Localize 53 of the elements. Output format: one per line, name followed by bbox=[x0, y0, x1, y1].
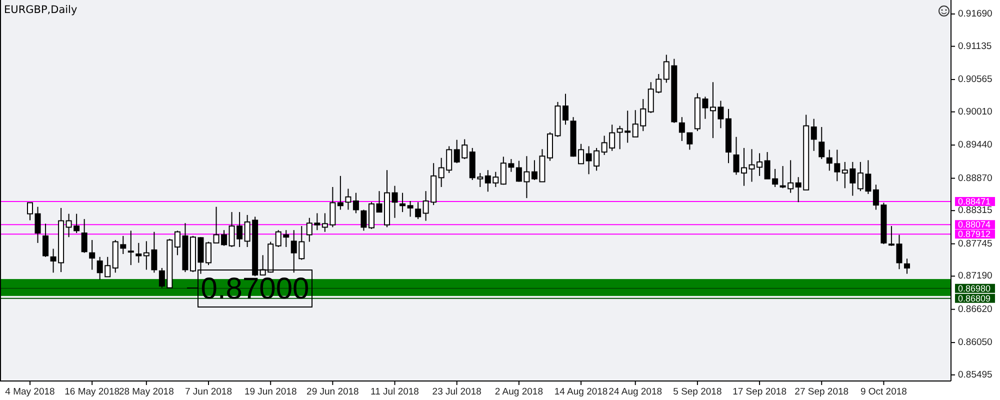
x-tick-label: 7 Jun 2018 bbox=[184, 386, 232, 398]
ref-line-label: 0.86980 bbox=[958, 283, 991, 294]
x-tick-label: 14 Aug 2018 bbox=[554, 386, 608, 398]
chart-title: EURGBP,Daily bbox=[4, 4, 78, 16]
y-tick-label: 0.90565 bbox=[958, 74, 992, 86]
x-tick-label: 24 Aug 2018 bbox=[608, 386, 662, 398]
candlestick bbox=[352, 192, 359, 214]
y-tick-label: 0.85495 bbox=[958, 369, 992, 380]
candlestick bbox=[415, 202, 422, 220]
x-tick-label: 29 Jun 2018 bbox=[306, 386, 359, 398]
x-tick-label: 17 Sep 2018 bbox=[732, 386, 786, 398]
candlestick bbox=[392, 185, 398, 218]
y-tick-label: 0.91135 bbox=[958, 40, 992, 52]
candlestick bbox=[818, 126, 825, 160]
y-tick-label: 0.86620 bbox=[958, 304, 992, 315]
candlestick bbox=[136, 242, 142, 264]
x-tick-label: 5 Sep 2018 bbox=[673, 386, 722, 398]
candlestick bbox=[686, 132, 693, 150]
ref-line-label: 0.88471 bbox=[958, 196, 991, 207]
y-tick-label: 0.87190 bbox=[958, 270, 992, 282]
candlestick bbox=[546, 132, 553, 162]
y-tick-label: 0.90010 bbox=[958, 106, 992, 118]
candlestick bbox=[81, 218, 88, 254]
x-tick-label: 27 Sep 2018 bbox=[794, 386, 849, 398]
candlestick bbox=[678, 116, 685, 142]
x-tick-label: 28 May 2018 bbox=[118, 386, 174, 398]
x-tick-label: 4 May 2018 bbox=[5, 386, 55, 398]
candlestick bbox=[34, 206, 41, 244]
y-tick-label: 0.88315 bbox=[958, 205, 992, 216]
ref-line-label: 0.88074 bbox=[958, 220, 991, 230]
candlestick bbox=[128, 230, 134, 266]
y-tick-label: 0.88870 bbox=[958, 172, 992, 184]
candlestick bbox=[904, 258, 910, 274]
candlestick bbox=[89, 240, 96, 270]
candlestick bbox=[42, 223, 49, 258]
x-tick-label: 23 Jul 2018 bbox=[432, 386, 482, 398]
x-tick-label: 19 Jun 2018 bbox=[244, 386, 297, 398]
x-tick-label: 2 Aug 2018 bbox=[494, 386, 543, 398]
y-tick-label: 0.86050 bbox=[958, 337, 992, 348]
candlestick bbox=[360, 209, 367, 232]
candlestick bbox=[810, 118, 817, 152]
candlestick bbox=[27, 202, 33, 221]
y-tick-label: 0.89440 bbox=[958, 140, 992, 151]
ref-line-label: 0.86809 bbox=[958, 293, 991, 304]
x-tick-label: 9 Oct 2018 bbox=[860, 386, 907, 398]
y-tick-label: 0.87745 bbox=[958, 238, 992, 250]
x-tick-label: 11 Jul 2018 bbox=[370, 386, 419, 398]
x-tick-label: 16 May 2018 bbox=[64, 386, 120, 398]
candlestick bbox=[400, 192, 406, 213]
candlestick bbox=[407, 200, 414, 218]
ref-line-label: 0.87912 bbox=[958, 229, 991, 240]
y-tick-label: 0.91690 bbox=[958, 8, 992, 20]
candlestick bbox=[206, 241, 212, 266]
